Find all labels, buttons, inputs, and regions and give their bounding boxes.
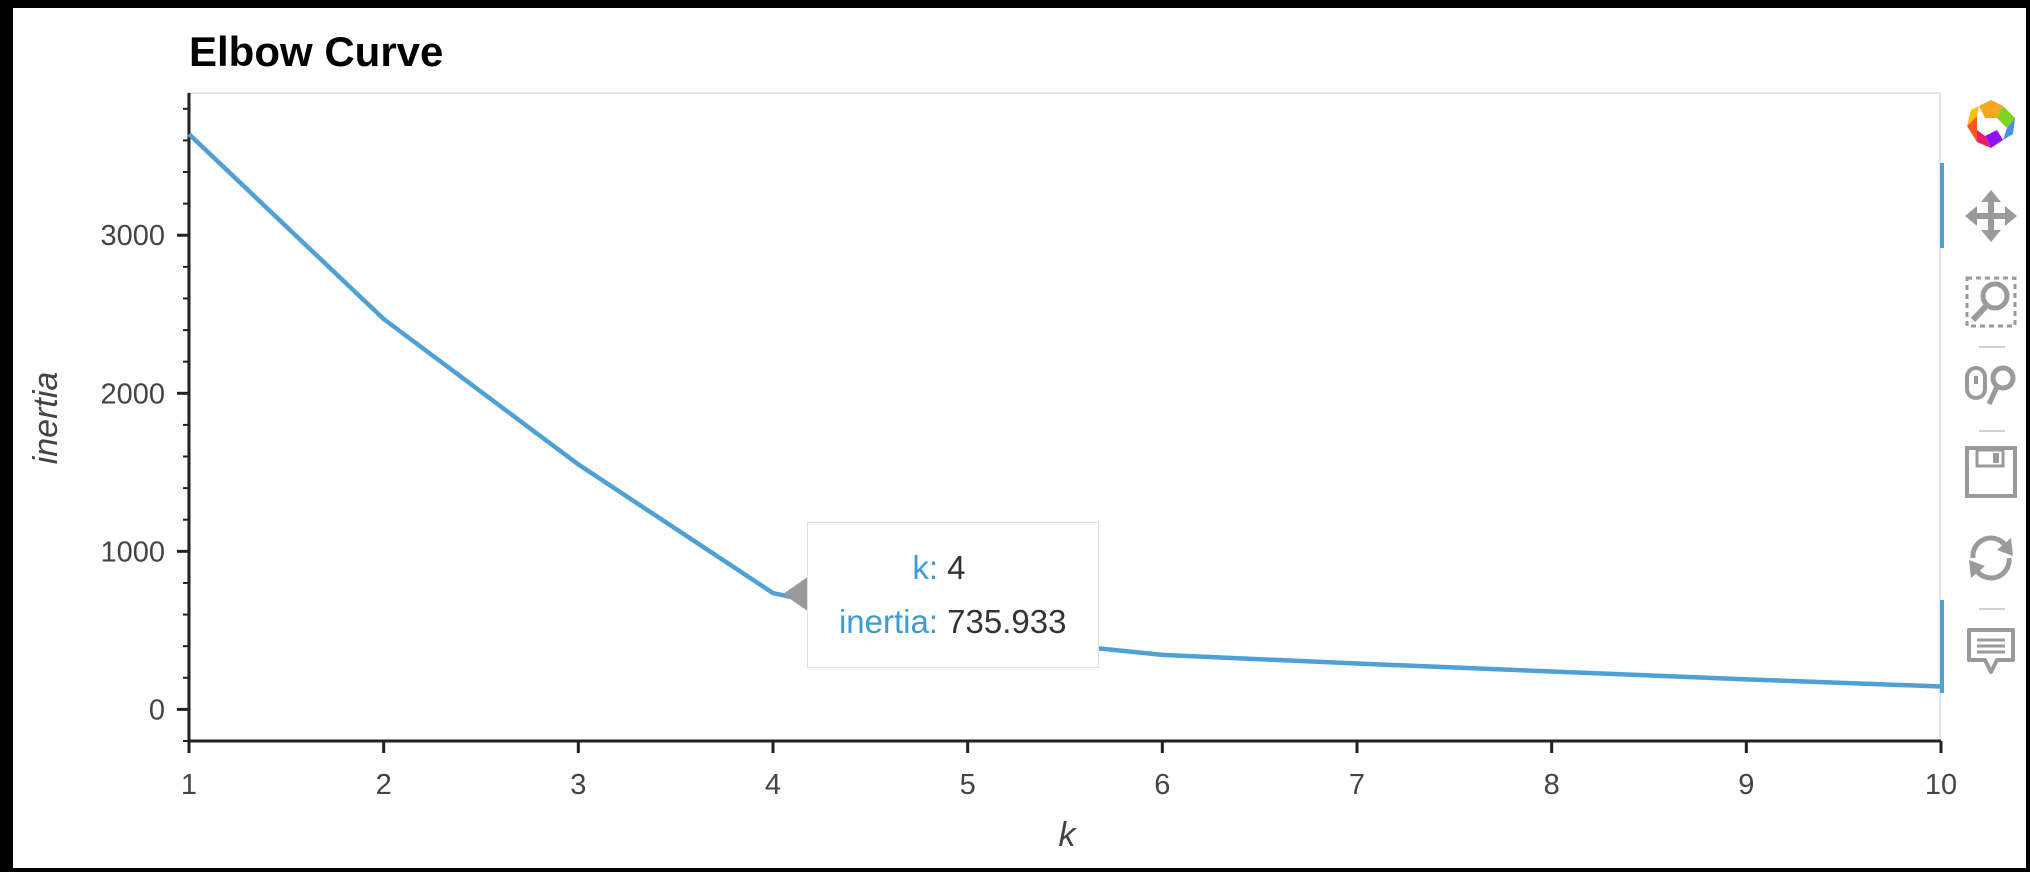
x-axis-label: k (1059, 816, 1078, 854)
x-tick-label: 6 (1154, 769, 1170, 801)
data-point[interactable] (1351, 658, 1363, 670)
toolbar-separator (1979, 346, 2005, 348)
plot-area[interactable]: 0 1000 2000 3000 1 2 3 4 5 6 7 8 9 10 k inertia (13, 8, 2026, 868)
data-point[interactable] (183, 128, 195, 140)
x-tick-label: 5 (960, 769, 976, 801)
tooltip-k-label: k: (912, 549, 938, 586)
data-point[interactable] (767, 587, 779, 599)
tooltip-row-k: k: 4 (808, 549, 966, 587)
chart-title: Elbow Curve (189, 28, 444, 75)
tooltip-inertia-value: 735.933 (947, 603, 1067, 640)
x-tick-label: 8 (1544, 769, 1560, 801)
x-tick-label: 4 (765, 769, 781, 801)
y-axis-label: inertia (27, 372, 65, 465)
chart-toolbar (1943, 88, 2023, 708)
x-tick-label: 3 (570, 769, 586, 801)
box-zoom-icon[interactable] (1963, 274, 2019, 330)
y-axis: 0 1000 2000 3000 (100, 107, 189, 742)
y-tick-label: 2000 (100, 378, 165, 410)
pan-icon[interactable] (1963, 188, 2019, 244)
x-tick-label: 7 (1349, 769, 1365, 801)
toolbar-separator (1979, 430, 2005, 432)
wheel-zoom-icon[interactable] (1963, 358, 2019, 414)
chart-frame: Elbow Curve 0 1000 2000 3000 1 2 3 4 5 6 7 8 9 10 k … (13, 8, 2026, 868)
data-point[interactable] (1546, 665, 1558, 677)
tooltip-k-value: 4 (947, 549, 966, 586)
y-tick-label: 3000 (100, 220, 165, 252)
tooltip-row-inertia: inertia: 735.933 (808, 603, 1067, 641)
x-tick-label: 2 (376, 769, 392, 801)
x-axis: 1 2 3 4 5 6 7 8 9 10 (181, 741, 1957, 801)
y-tick-label: 1000 (100, 536, 165, 568)
bokeh-logo-icon[interactable] (1963, 96, 2019, 152)
reset-icon[interactable] (1963, 530, 2019, 586)
y-tick-label: 0 (149, 694, 165, 726)
data-point[interactable] (1156, 649, 1168, 661)
tooltip-arrow (783, 576, 809, 612)
data-point[interactable] (572, 458, 584, 470)
save-icon[interactable] (1963, 444, 2019, 500)
x-tick-label: 1 (181, 769, 197, 801)
x-tick-label: 10 (1925, 769, 1957, 801)
data-point[interactable] (1740, 673, 1752, 685)
data-point[interactable] (378, 313, 390, 325)
toolbar-separator (1979, 608, 2005, 610)
tooltip-inertia-label: inertia: (838, 603, 938, 640)
x-tick-label: 9 (1738, 769, 1754, 801)
hover-icon[interactable] (1963, 624, 2019, 680)
hover-tooltip: k: 4 inertia: 735.933 (807, 522, 1099, 668)
